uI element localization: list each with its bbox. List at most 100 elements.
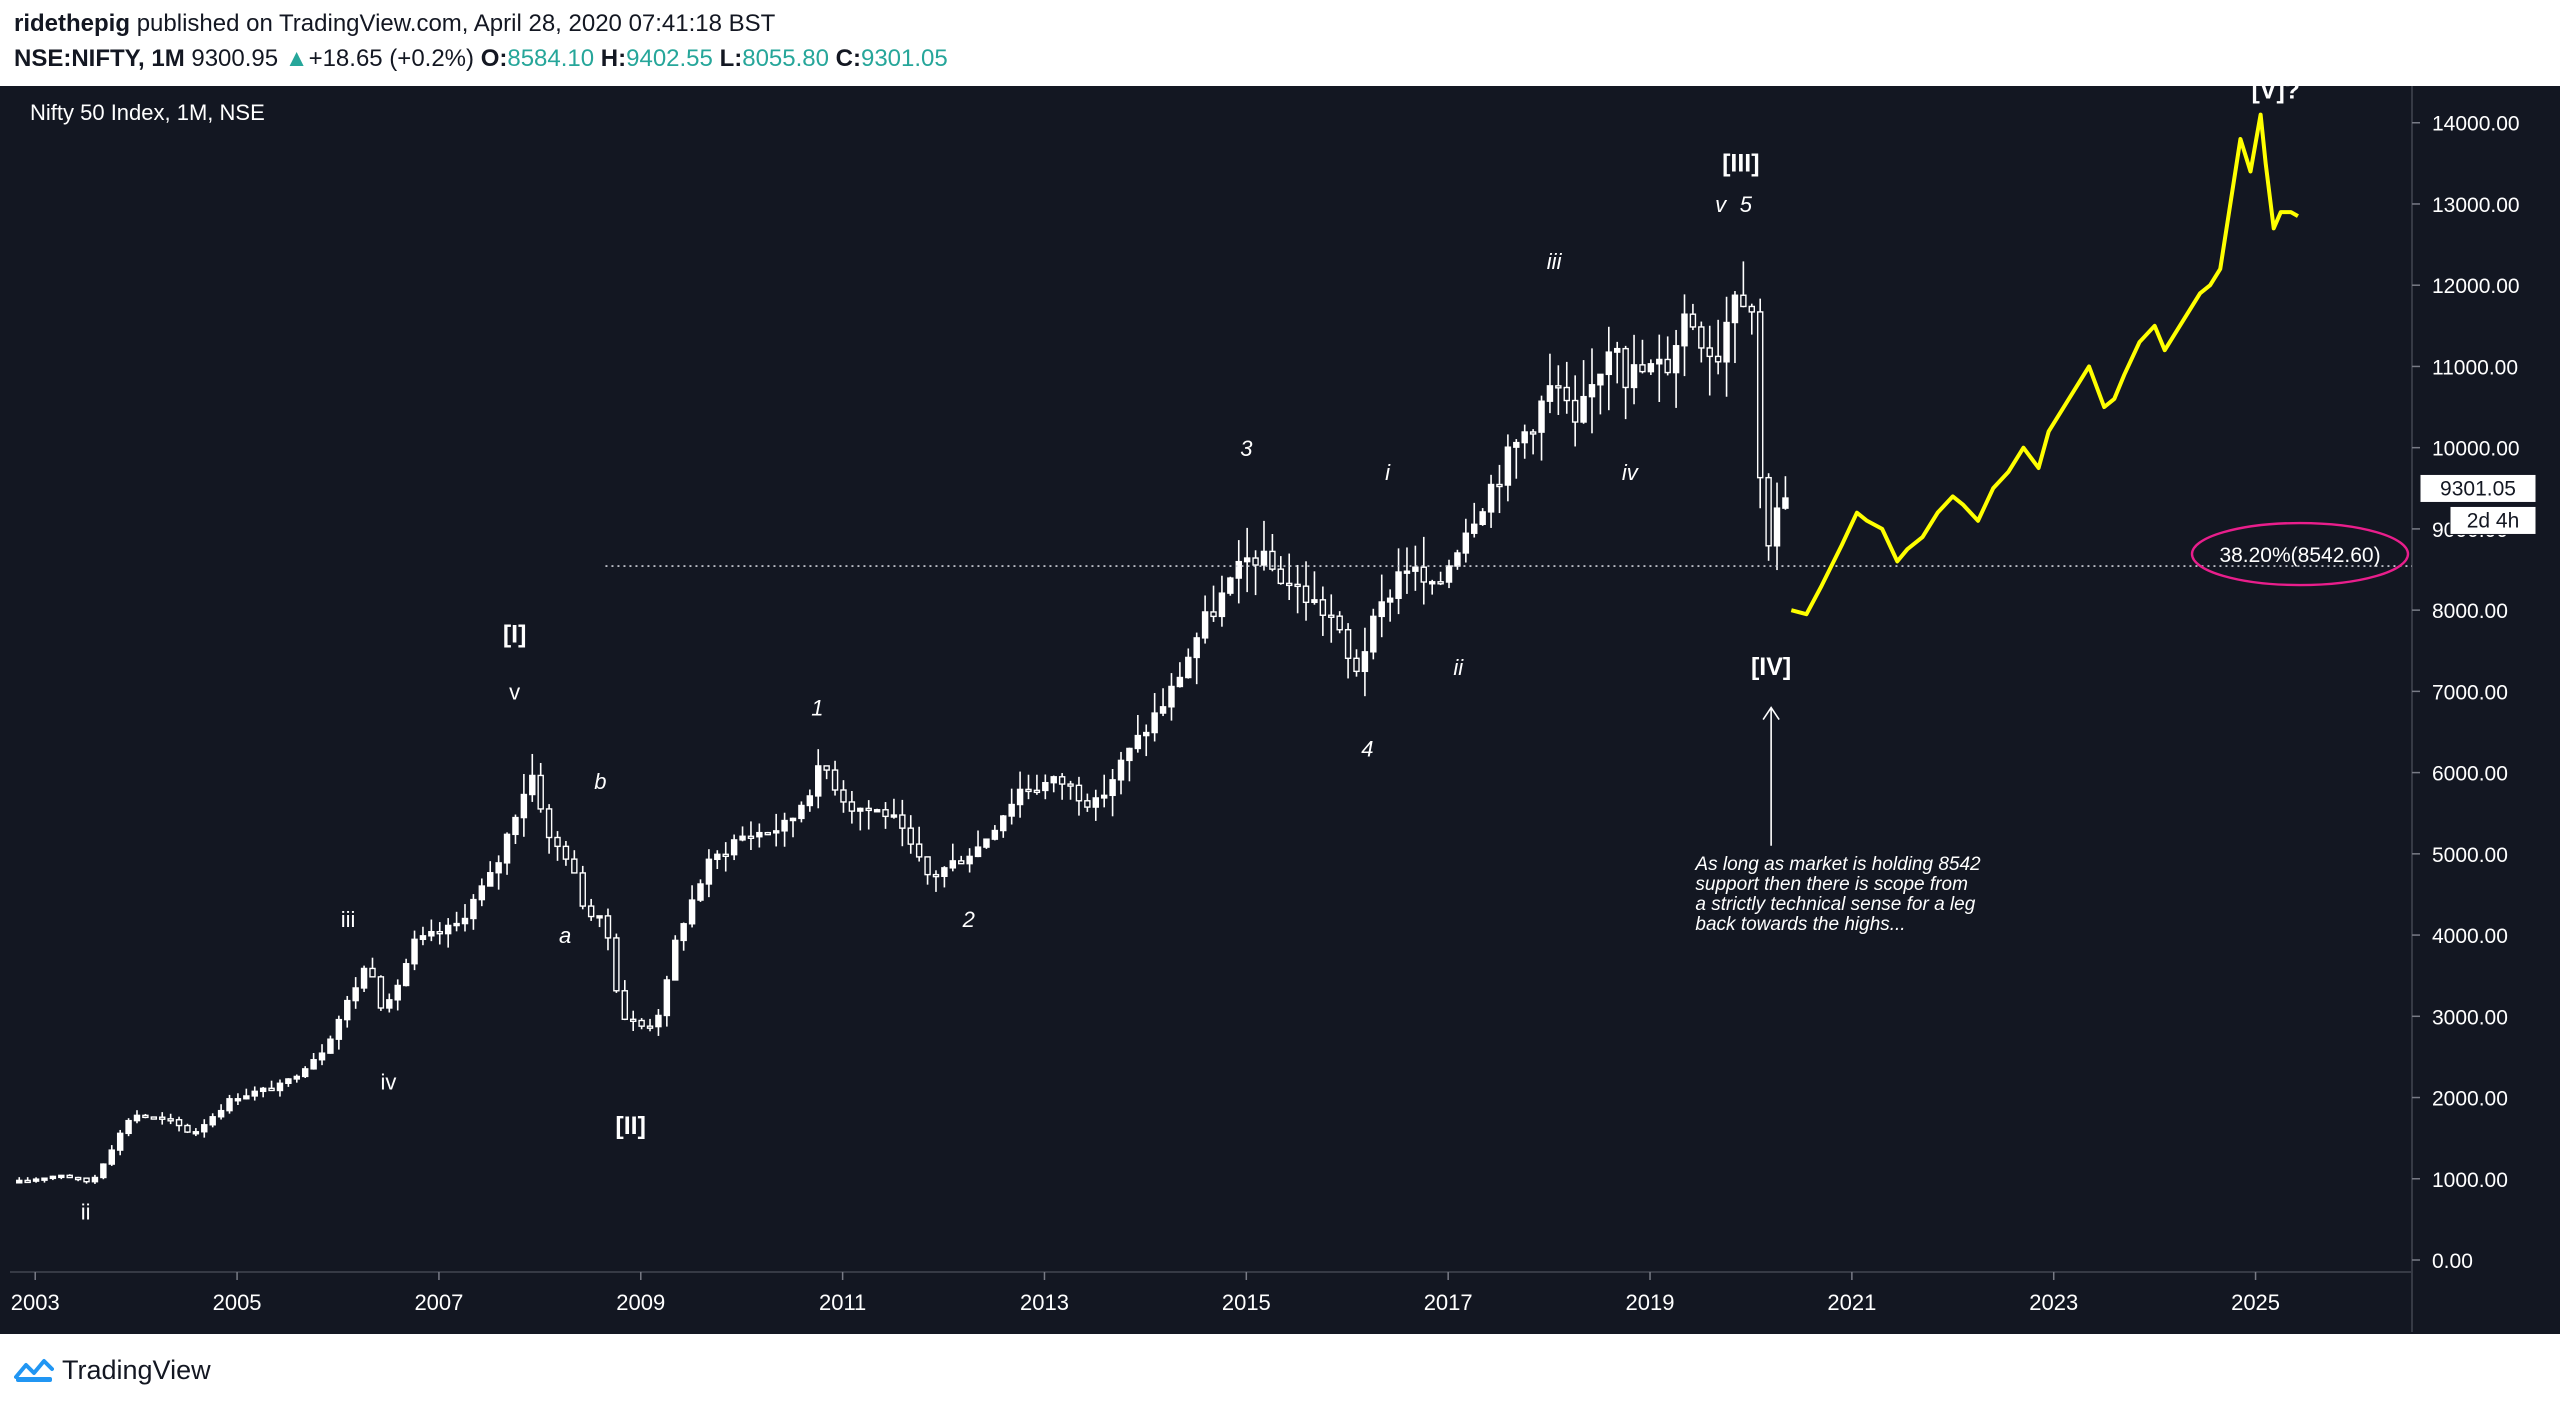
candle-body — [1462, 532, 1470, 554]
candle-body — [1496, 483, 1503, 488]
candle-body — [831, 769, 839, 791]
y-tick-label: 11000.00 — [2432, 356, 2518, 379]
candle-body — [1546, 385, 1554, 402]
candle-body — [461, 917, 469, 925]
candle-body — [1731, 294, 1739, 324]
candle-body — [1487, 483, 1495, 513]
candle-body — [1471, 523, 1478, 534]
symbol-label[interactable]: NSE:NIFTY, 1M — [14, 45, 185, 72]
candle-body — [1740, 294, 1747, 308]
author-name[interactable]: ridethepig — [14, 10, 131, 37]
candle-body — [1361, 651, 1369, 673]
candle-body — [1243, 557, 1251, 563]
last-price-tag-label: 9301.05 — [2440, 477, 2516, 500]
candle-body — [444, 924, 452, 935]
candle-body — [907, 827, 914, 845]
candle-body — [1403, 570, 1411, 574]
tradingview-logo-icon[interactable] — [14, 1355, 54, 1385]
candle-body — [495, 862, 502, 874]
candle-body — [655, 1014, 662, 1028]
candle-body — [1706, 347, 1713, 358]
candle-body — [1437, 581, 1444, 585]
chart-title: Nifty 50 Index, 1M, NSE — [30, 100, 265, 125]
candle-body — [823, 765, 830, 771]
candle-body — [596, 915, 603, 919]
chart-svg[interactable]: Nifty 50 Index, 1M, NSE 0.00 1000.00 2000.… — [0, 76, 2560, 1334]
wave-label: [IV] — [1751, 653, 1791, 681]
candle-body — [310, 1059, 317, 1070]
candle-body — [949, 860, 957, 869]
y-tick-label: 3000.00 — [2432, 1006, 2508, 1029]
candle-body — [243, 1095, 250, 1100]
candle-body — [672, 939, 679, 981]
plot-area — [10, 86, 2412, 1272]
candle-body — [1597, 373, 1604, 386]
x-tick-label: 2017 — [1424, 1290, 1473, 1315]
candle-body — [1504, 446, 1512, 486]
candle-body — [49, 1175, 57, 1180]
y-tick-label: 12000.00 — [2432, 275, 2520, 298]
candle-body — [1748, 305, 1756, 313]
candle-body — [1613, 347, 1621, 353]
candle-body — [1235, 560, 1242, 579]
candle-body — [453, 922, 460, 927]
y-tick-label: 14000.00 — [2432, 113, 2520, 136]
candle-body — [352, 987, 359, 1002]
candle-body — [604, 915, 612, 939]
candle-body — [226, 1098, 233, 1112]
candle-body — [1218, 592, 1226, 618]
candle-body — [1109, 779, 1116, 797]
high-value: 9402.55 — [626, 45, 713, 72]
x-tick-label: 2009 — [616, 1290, 665, 1315]
candle-body — [1723, 321, 1730, 363]
wave-label: 1 — [811, 696, 823, 721]
candle-body — [301, 1068, 309, 1078]
wave-label: iii — [1547, 249, 1563, 274]
candle-body — [957, 860, 965, 865]
candle-body — [1420, 566, 1428, 583]
candle-body — [16, 1179, 23, 1184]
candle-body — [1630, 364, 1638, 389]
candle-body — [209, 1116, 216, 1126]
chart-container[interactable]: Nifty 50 Index, 1M, NSE 0.00 1000.00 2000.… — [0, 76, 2560, 1334]
candle-body — [1622, 347, 1629, 389]
brand-label[interactable]: TradingView — [62, 1354, 211, 1385]
candle-body — [1319, 599, 1327, 616]
candle-body — [529, 774, 536, 796]
x-tick-label: 2015 — [1222, 1290, 1271, 1315]
wave-label: [I] — [503, 621, 527, 649]
candle-body — [663, 979, 671, 1017]
y-tick-label: 5000.00 — [2432, 844, 2508, 867]
candle-body — [705, 858, 713, 885]
candle-body — [730, 839, 738, 856]
candle-body — [1395, 571, 1402, 599]
candle-body — [587, 905, 595, 918]
candle-body — [865, 807, 872, 812]
candle-body — [638, 1019, 645, 1027]
wave-label: 5 — [1740, 192, 1753, 217]
candle-body — [377, 976, 385, 1009]
candle-body — [344, 999, 351, 1021]
candle-body — [806, 795, 814, 807]
candle-body — [116, 1132, 124, 1151]
y-tick-label: 7000.00 — [2432, 681, 2508, 704]
candle-body — [1311, 599, 1318, 604]
candle-body — [142, 1114, 149, 1119]
candle-body — [1479, 511, 1486, 526]
candle-body — [1386, 597, 1394, 603]
candle-body — [192, 1131, 200, 1135]
candle-body — [840, 789, 847, 803]
candle-body — [1143, 731, 1150, 737]
candle-body — [1050, 776, 1057, 784]
candle-body — [1058, 776, 1066, 785]
candle-body — [293, 1075, 301, 1080]
last-price-tag[interactable] — [2419, 473, 2537, 503]
candle-body — [1159, 706, 1167, 714]
y-tick-label: 4000.00 — [2432, 925, 2508, 948]
candle-body — [1210, 611, 1217, 618]
candle-body — [1000, 815, 1007, 832]
candle-body — [1639, 364, 1646, 373]
candle-body — [1538, 400, 1545, 433]
open-label: O: — [480, 45, 508, 72]
candle-body — [747, 835, 755, 839]
